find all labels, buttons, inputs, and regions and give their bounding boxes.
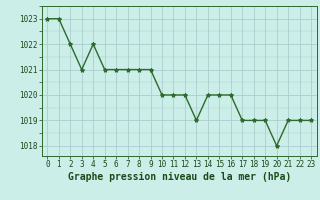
X-axis label: Graphe pression niveau de la mer (hPa): Graphe pression niveau de la mer (hPa) [68,172,291,182]
